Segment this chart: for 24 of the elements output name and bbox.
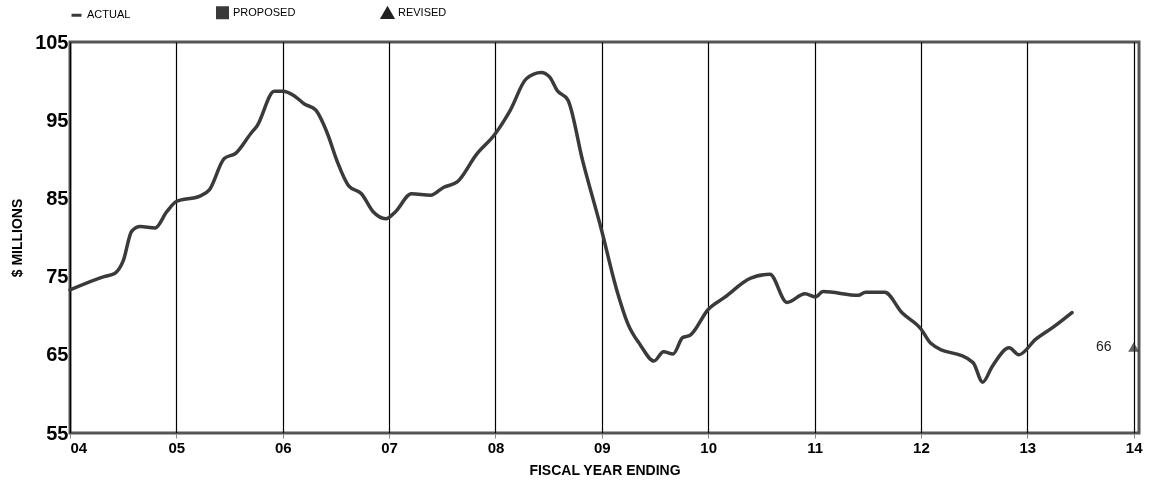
x-tick-label: 06 <box>274 438 292 456</box>
x-tick-label: 13 <box>1019 438 1037 456</box>
y-tick-label: 55 <box>46 421 69 444</box>
data-label: 66 <box>1095 337 1112 354</box>
x-tick-label: 14 <box>1125 438 1144 456</box>
y-tick-label: 95 <box>46 108 69 131</box>
legend-label: ACTUAL <box>87 8 131 21</box>
line-series <box>68 70 1074 384</box>
x-tick-label: 04 <box>70 438 88 456</box>
x-tick-label: 05 <box>168 438 186 456</box>
x-tick-label: 12 <box>913 438 930 456</box>
y-tick-label: 105 <box>35 30 69 53</box>
y-axis-title: $ MILLIONS <box>9 198 26 278</box>
x-tick-label: 08 <box>487 438 505 456</box>
legend-label: REVISED <box>398 6 447 19</box>
x-tick-label: 07 <box>381 438 398 456</box>
y-tick-label: 85 <box>46 186 69 209</box>
x-tick-label: 09 <box>594 438 611 456</box>
x-axis-title: FISCAL YEAR ENDING <box>529 461 681 478</box>
x-tick-label: 10 <box>700 438 718 456</box>
y-tick-label: 65 <box>46 343 69 366</box>
x-tick-label: 11 <box>807 438 824 456</box>
y-tick-label: 75 <box>46 265 69 288</box>
legend-label: PROPOSED <box>233 5 296 18</box>
